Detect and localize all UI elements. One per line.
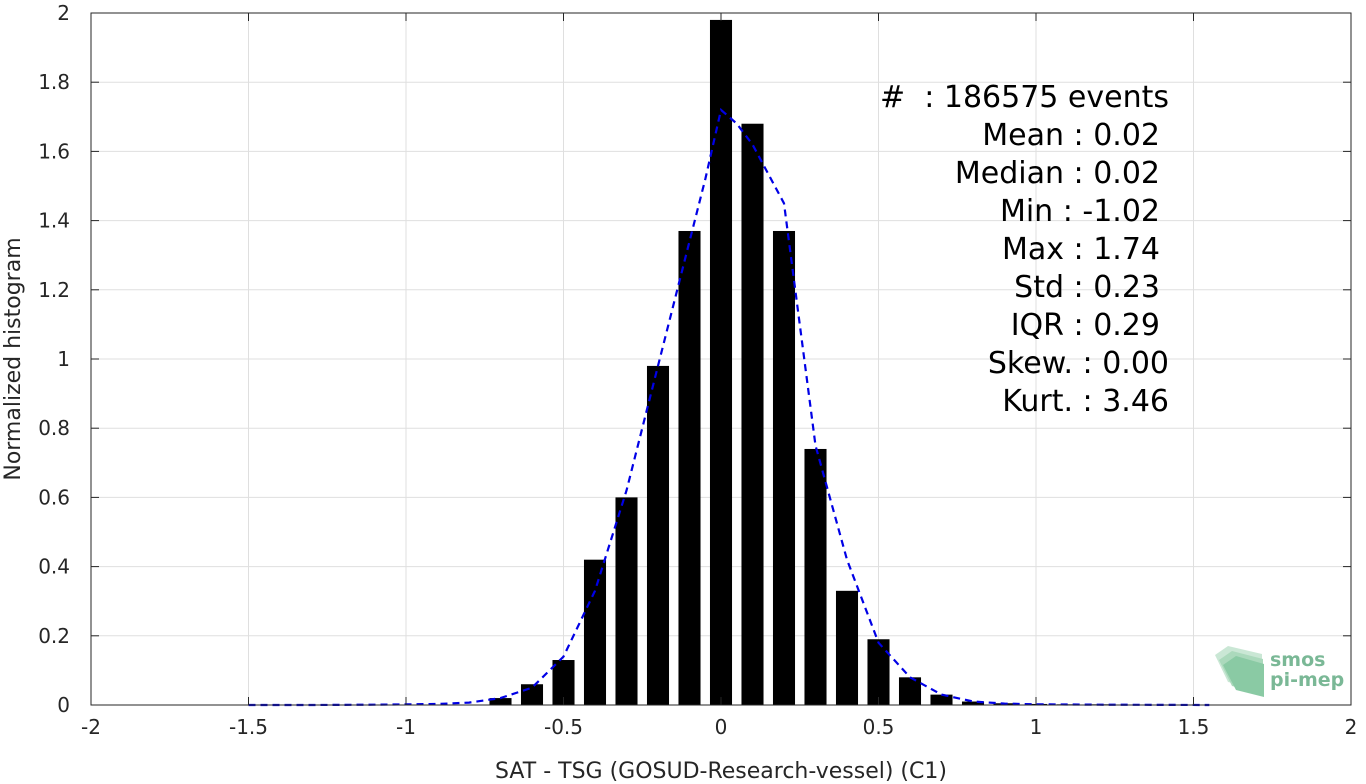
histogram-bar	[741, 123, 764, 706]
y-tick-label: 1.6	[38, 139, 70, 163]
stats-skew: Skew. : 0.00	[988, 346, 1169, 381]
stats-mean: Mean : 0.02	[982, 118, 1160, 153]
statistics-box: # : 186575 events Mean : 0.02 Median : 0…	[880, 80, 1169, 419]
smos-pi-mep-logo: smos pi-mep	[1215, 646, 1344, 697]
stats-std: Std : 0.23	[1014, 270, 1160, 305]
y-tick-label: 0	[57, 693, 70, 717]
plot-frame	[90, 12, 1352, 706]
histogram-bar	[615, 497, 638, 705]
x-tick-label: 0.5	[863, 715, 895, 739]
x-tick-label: 0	[715, 715, 728, 739]
stats-median: Median : 0.02	[955, 156, 1160, 191]
stats-min: Min : -1.02	[1000, 194, 1160, 229]
histogram-bar	[961, 701, 985, 705]
y-tick-label: 2	[57, 1, 70, 25]
stats-kurt: Kurt. : 3.46	[1002, 384, 1169, 419]
histogram-bar	[520, 684, 544, 705]
histogram-bar	[898, 677, 922, 705]
histogram-bar	[930, 694, 953, 705]
logo-mark-icon	[1215, 646, 1264, 697]
x-tick-label: 1	[1030, 715, 1043, 739]
histogram-bar	[772, 230, 796, 706]
x-tick-label: 2	[1345, 715, 1358, 739]
histogram-bar	[678, 230, 701, 706]
x-tick-label: -0.5	[544, 715, 583, 739]
y-tick-label: 0.4	[38, 555, 70, 579]
histogram-bar	[804, 448, 827, 705]
x-tick-label: -1	[396, 715, 416, 739]
histogram-bar	[709, 19, 733, 706]
histogram-bar	[552, 660, 575, 705]
fit-curve	[248, 107, 1210, 707]
x-tick-label: -1.5	[229, 715, 268, 739]
y-tick-label: 1	[57, 347, 70, 371]
y-tick-label: 1.8	[38, 70, 70, 94]
axes	[90, 12, 1352, 706]
y-tick-label: 0.2	[38, 624, 70, 648]
x-axis-title: SAT - TSG (GOSUD-Research-vessel) (C1)	[495, 759, 947, 784]
stats-max: Max : 1.74	[1002, 232, 1160, 267]
stats-iqr: IQR : 0.29	[1011, 308, 1160, 343]
y-tick-label: 0.8	[38, 416, 70, 440]
bars	[489, 19, 1205, 706]
tick-labels: -2 -1.5 -1 -0.5 0 0.5 1 1.5 2 0 0.2 0.4 0.6 0.8 1 1.2 1.…	[38, 1, 1357, 739]
logo-line-2: pi-mep	[1270, 669, 1344, 691]
histogram-bar	[867, 639, 890, 705]
fit-curve-layer	[248, 107, 1210, 707]
stats-events: # : 186575 events	[880, 80, 1169, 115]
y-tick-label: 0.6	[38, 485, 70, 509]
y-tick-label: 1.4	[38, 209, 70, 233]
x-tick-label: 1.5	[1178, 715, 1210, 739]
y-tick-label: 1.2	[38, 278, 70, 302]
logo-line-1: smos	[1270, 649, 1325, 671]
histogram-bar	[835, 590, 859, 705]
histogram-bar	[489, 698, 512, 705]
histogram-bar	[583, 559, 607, 705]
y-axis-title: Normalized histogram	[1, 237, 26, 480]
x-tick-label: -2	[81, 715, 101, 739]
histogram-bar	[646, 365, 670, 705]
